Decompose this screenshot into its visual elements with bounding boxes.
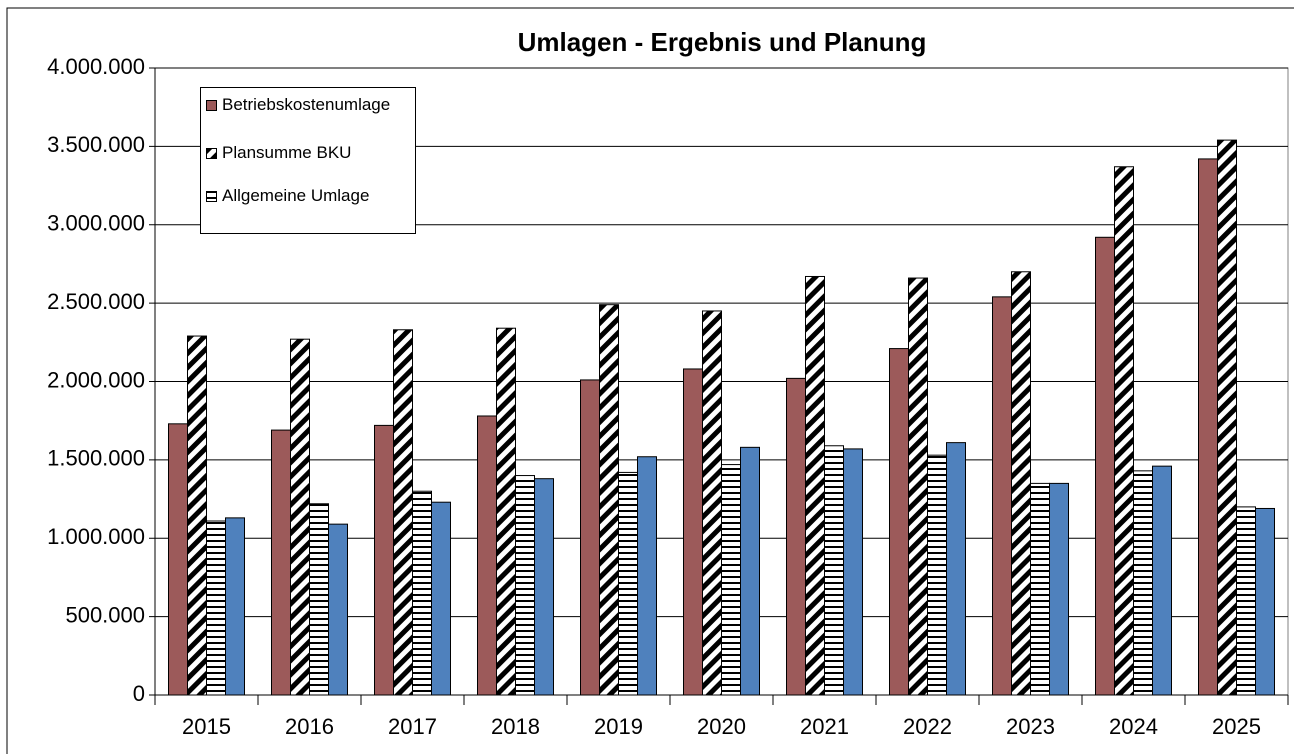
chart-title: Umlagen - Ergebnis und Planung [518,27,927,57]
bar [290,338,310,696]
bar [496,327,516,696]
y-tick-label: 2.500.000 [47,289,145,314]
bar [477,415,497,696]
y-tick-label: 4.000.000 [47,54,145,79]
bar [599,304,619,696]
x-tick-label: 2015 [182,714,231,739]
bar [515,475,535,696]
bar [168,423,188,696]
legend-label: Allgemeine Umlage [222,186,370,205]
bar [1030,482,1050,696]
bar [534,478,554,696]
bar [740,446,760,696]
bar [908,277,928,696]
bar [1095,236,1115,696]
bar [618,471,638,696]
y-tick-label: 3.500.000 [47,132,145,157]
x-tick-label: 2022 [903,714,952,739]
y-tick-label: 500.000 [65,602,145,627]
legend-label: Betriebskostenumlage [222,95,391,114]
legend-swatch [206,148,217,159]
legend: Betriebskostenumlage Plansumme BKU Allgeme… [200,87,416,234]
bar [992,296,1012,696]
bar [927,454,947,696]
bar [393,329,413,696]
legend-swatch-fill [206,100,217,111]
bar [721,464,741,696]
chart-frame [6,7,1294,754]
bar [1152,465,1172,696]
bar [1049,482,1069,696]
bar [1198,158,1218,696]
legend-entry: Plansumme BKU [206,143,394,162]
y-tick-label: 2.000.000 [47,367,145,392]
legend-swatch [206,100,217,111]
y-tick-label: 1.500.000 [47,446,145,471]
x-tick-label: 2023 [1006,714,1055,739]
legend-entry: Allgemeine Umlage [206,186,394,205]
x-tick-label: 2017 [388,714,437,739]
legend-swatch-fill [206,191,217,202]
bar [580,379,600,696]
legend-swatch-fill [206,148,217,159]
x-tick-label: 2018 [491,714,540,739]
bar [431,501,451,696]
bar [683,368,703,696]
bar [328,523,348,696]
bar [1011,271,1031,696]
bar [206,520,226,696]
bar [309,503,329,696]
bar [702,310,722,696]
x-tick-label: 2016 [285,714,334,739]
x-tick-label: 2025 [1212,714,1261,739]
legend-entry: Betriebskostenumlage [206,95,394,114]
bar [374,424,394,696]
bar [1133,470,1153,696]
bar [1114,166,1134,696]
bar [271,429,291,696]
y-tick-label: 1.000.000 [47,524,145,549]
bar [187,335,207,696]
bar [843,448,863,696]
bar [889,348,909,696]
bar [946,442,966,696]
x-tick-label: 2021 [800,714,849,739]
y-tick-label: 0 [133,681,145,706]
legend-label: Plansumme BKU [222,143,352,162]
bar [1217,139,1237,696]
y-tick-label: 3.000.000 [47,211,145,236]
bar [637,456,657,696]
bar [412,490,432,696]
bar [1255,507,1275,696]
bar [1236,506,1256,696]
bar [225,517,245,696]
bar [786,377,806,696]
legend-swatch [206,191,217,202]
x-tick-label: 2020 [697,714,746,739]
x-tick-label: 2019 [594,714,643,739]
bar [824,445,844,696]
x-tick-label: 2024 [1109,714,1158,739]
bar [805,275,825,696]
